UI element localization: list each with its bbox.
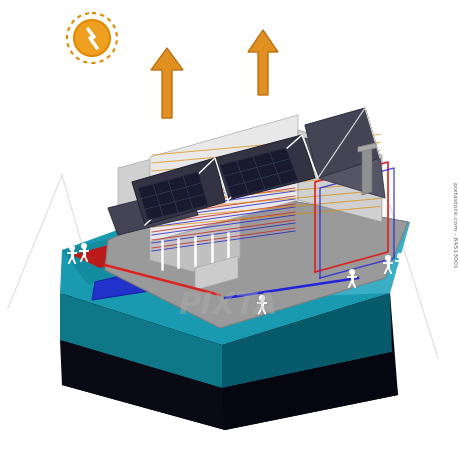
Polygon shape <box>305 138 385 198</box>
Polygon shape <box>222 293 392 388</box>
Polygon shape <box>72 228 198 268</box>
Polygon shape <box>268 222 410 298</box>
Polygon shape <box>92 245 268 320</box>
Circle shape <box>259 295 265 301</box>
Polygon shape <box>220 148 298 198</box>
Text: PIXTA: PIXTA <box>178 291 278 319</box>
Polygon shape <box>151 48 183 118</box>
Polygon shape <box>62 228 188 285</box>
Polygon shape <box>60 293 222 388</box>
Polygon shape <box>150 218 240 272</box>
Circle shape <box>397 253 403 259</box>
Polygon shape <box>305 108 380 178</box>
Text: pixtastock.com - 64513001: pixtastock.com - 64513001 <box>452 182 457 268</box>
Polygon shape <box>358 143 376 152</box>
Polygon shape <box>108 188 198 235</box>
Polygon shape <box>298 130 382 222</box>
Circle shape <box>69 245 75 251</box>
Circle shape <box>74 20 110 56</box>
Circle shape <box>81 243 87 249</box>
Polygon shape <box>150 115 298 242</box>
Circle shape <box>385 255 391 261</box>
Polygon shape <box>62 293 225 430</box>
Polygon shape <box>362 148 372 195</box>
Polygon shape <box>195 256 238 290</box>
Polygon shape <box>60 340 225 430</box>
Polygon shape <box>60 190 410 345</box>
Polygon shape <box>118 148 192 232</box>
Polygon shape <box>138 172 208 220</box>
Polygon shape <box>132 158 225 225</box>
Circle shape <box>349 269 355 275</box>
Polygon shape <box>248 30 278 95</box>
Polygon shape <box>105 190 408 328</box>
Polygon shape <box>222 352 398 430</box>
Polygon shape <box>215 135 315 200</box>
Polygon shape <box>225 293 398 430</box>
